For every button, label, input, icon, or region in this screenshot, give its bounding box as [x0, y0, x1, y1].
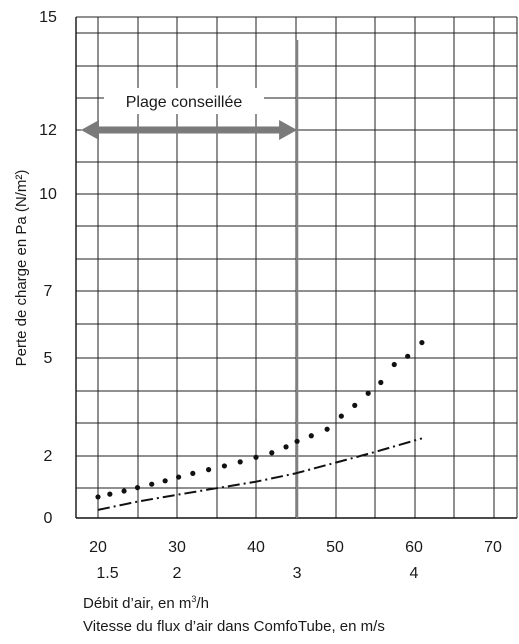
y-tick-label: 0: [44, 510, 53, 527]
dotted-series-point: [294, 438, 300, 444]
dotted-series-point: [162, 478, 168, 484]
y-tick-label: 10: [39, 186, 57, 203]
x-tick-label-flow: 50: [326, 539, 344, 556]
y-tick-label: 7: [44, 283, 53, 300]
dotted-series-point: [419, 339, 425, 346]
x-tick-label-velocity: 2: [173, 565, 182, 582]
dotted-series-point: [283, 444, 289, 450]
xlabel-flow: Débit d’air, en m3/h: [83, 594, 209, 612]
dotted-series-point: [308, 433, 314, 439]
dotted-series-point: [391, 361, 397, 368]
dotted-series-point: [237, 459, 243, 465]
dash-dot-series-line: [97, 437, 423, 511]
dotted-series-point: [338, 413, 344, 419]
dotted-series-point: [95, 494, 101, 500]
x-tick-label-flow: 70: [484, 539, 502, 556]
y-tick-label: 5: [44, 350, 53, 367]
x-tick-label-velocity: 1.5: [96, 565, 118, 582]
x-tick-label-flow: 30: [168, 539, 186, 556]
dotted-series-point: [121, 488, 127, 494]
x-tick-label-velocity: 4: [410, 565, 419, 582]
dotted-series-point: [107, 491, 113, 497]
x-tick-label-velocity: 3: [293, 565, 302, 582]
y-axis-label: Perte de charge en Pa (N/m²): [13, 170, 30, 367]
dotted-series-point: [134, 485, 141, 491]
dotted-series-point: [324, 426, 330, 432]
range-label-bg: [104, 88, 264, 114]
x-tick-label-flow: 40: [247, 539, 265, 556]
dotted-series-point: [352, 402, 358, 408]
dotted-series-point: [190, 470, 196, 476]
x-tick-label-flow: 60: [405, 539, 423, 556]
y-tick-label: 15: [39, 9, 57, 26]
range-arrow-head-left: [81, 120, 99, 140]
dotted-series-point: [378, 379, 384, 386]
y-tick-label: 12: [39, 122, 57, 139]
dotted-series-point: [149, 481, 155, 487]
range-arrow-head-right: [279, 120, 298, 140]
x-tick-label-flow: 20: [89, 539, 107, 556]
range-label: Plage conseillée: [126, 94, 243, 111]
dotted-series-point: [206, 467, 212, 473]
dotted-series-point: [221, 463, 227, 469]
dotted-series-point: [365, 390, 371, 396]
dotted-series-point: [405, 353, 411, 359]
dotted-series-point: [175, 474, 182, 480]
y-tick-label: 2: [44, 448, 53, 465]
dotted-series-point: [269, 450, 275, 456]
dotted-series-point: [253, 454, 259, 460]
xlabel-velocity: Vitesse du flux d’air dans ComfoTube, en…: [83, 618, 385, 635]
